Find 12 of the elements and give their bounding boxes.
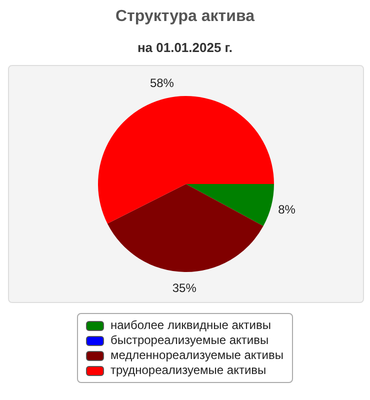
pie-slice [186, 184, 274, 226]
legend-label: быстрореализуемые активы [110, 333, 269, 348]
chart-title: Структура актива [114, 8, 256, 26]
chart-subtitle: на 01.01.2025 г. [136, 40, 234, 55]
data-label: 35% [172, 280, 197, 295]
pie-slice [98, 96, 274, 224]
data-label: 58% [150, 76, 174, 90]
data-label: 8% [278, 202, 296, 217]
legend-label: наиболее ликвидные активы [110, 318, 271, 333]
legend-label: труднореализуемые активы [110, 363, 266, 378]
legend-label: медленнореализуемые активы [110, 348, 284, 363]
pie-slice [107, 184, 264, 272]
